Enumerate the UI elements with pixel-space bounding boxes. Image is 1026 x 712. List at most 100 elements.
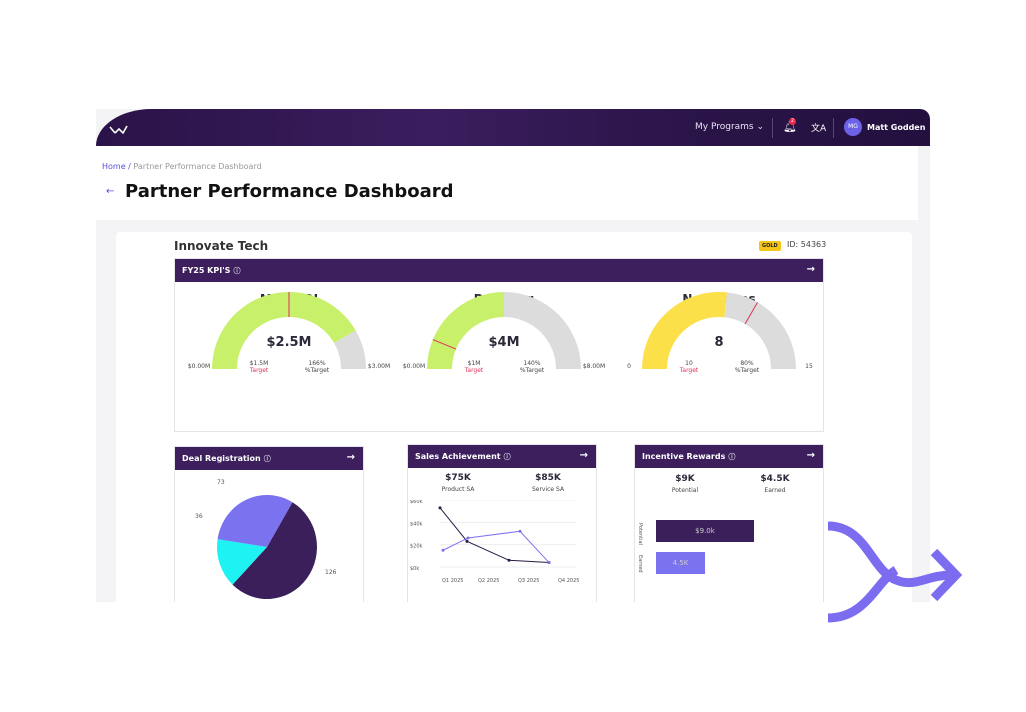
pie-label: 36 (195, 513, 203, 520)
gauge-remaining (504, 292, 581, 369)
info-icon[interactable]: ⓘ (728, 453, 736, 461)
gauge-pct: 140% (523, 360, 541, 367)
gauge-pct: 166% (308, 360, 326, 367)
partner-id: ID: 54363 (787, 240, 827, 249)
gauge-arc (427, 292, 581, 369)
deal-registration-title: Deal Registration (182, 454, 261, 463)
pie-slice[interactable] (217, 539, 267, 585)
avatar[interactable]: MG (844, 118, 862, 136)
deal-registration-pie: 126 36 73 (195, 479, 337, 599)
reward-bar[interactable]: 4.5K (656, 552, 705, 574)
bar-category-label: Earned (637, 555, 643, 573)
gauge-target: $1M (467, 360, 481, 367)
logo-icon[interactable] (108, 123, 128, 137)
deal-registration-panel: Deal Registration ⓘ → 126 36 73 (174, 446, 364, 602)
gauge-min: 0 (627, 363, 631, 370)
divider (833, 118, 834, 138)
x-tick-label: Q2 2025 (478, 578, 499, 584)
arrow-right-icon[interactable]: → (579, 450, 588, 461)
data-point[interactable] (441, 548, 445, 552)
gauge-value: 8 (714, 335, 724, 350)
gauge-target: $1.5M (249, 360, 269, 367)
y-tick-label: $0k (410, 566, 419, 572)
gauge-target-label: Target (249, 367, 269, 374)
product-sa-value: $75K (445, 473, 471, 483)
service-sa-label: Service SA (531, 486, 565, 493)
chevron-down-icon: ⌄ (756, 122, 765, 132)
deal-registration-header: Deal Registration ⓘ → (175, 447, 363, 470)
gauge-target-marker (744, 302, 758, 325)
gauge-fill (642, 292, 728, 369)
data-point[interactable] (547, 561, 551, 565)
potential-label: Potential (671, 487, 699, 494)
gauge-pct-label: %Target (734, 367, 760, 374)
gauge-target-marker (432, 339, 457, 350)
sales-line-chart: $0k $20k $40k $60k Q1 2025 Q2 2025 Q3 2025 Q4 2… (410, 500, 579, 584)
sales-achievement-title: Sales Achievement (415, 452, 501, 461)
pie-label: 73 (217, 479, 225, 486)
bar-category-label: Potential (637, 523, 643, 545)
x-tick-label: Q3 2025 (518, 578, 539, 584)
info-icon[interactable]: ⓘ (503, 453, 511, 461)
my-programs-menu[interactable]: My Programs ⌄ (695, 122, 764, 132)
breadcrumb-current: Partner Performance Dashboard (133, 162, 262, 171)
potential-value: $9K (675, 474, 695, 484)
info-icon[interactable]: ⓘ (233, 267, 241, 275)
gauge-max: $3.00M (367, 363, 391, 370)
gauge-target: 10 (685, 360, 693, 367)
gauge-arc (212, 292, 366, 369)
user-name[interactable]: Matt Godden (867, 123, 926, 132)
gauge-target-label: Target (464, 367, 484, 374)
gauge-min: $0.00M (402, 363, 426, 370)
data-point[interactable] (466, 536, 470, 540)
earned-value: $4.5K (760, 474, 790, 484)
arrow-right-icon[interactable]: → (346, 452, 355, 463)
kpi-title: FY25 KPI'S (182, 266, 231, 275)
reward-bar[interactable]: $9.0k (656, 520, 754, 542)
partner-name: Innovate Tech (174, 239, 269, 253)
data-point[interactable] (507, 558, 511, 562)
incentive-rewards-title: Incentive Rewards (642, 452, 726, 461)
pie-label: 126 (325, 569, 337, 576)
kpi-panel: FY25 KPI'Sⓘ→ MDF ROI $2.5M $0.00M $3.00M… (174, 258, 824, 432)
my-programs-label: My Programs (695, 122, 754, 132)
gauge-target-label: Target (679, 367, 699, 374)
gauge-pct-label: %Target (519, 367, 545, 374)
data-point[interactable] (438, 506, 442, 510)
sales-achievement-header: Sales Achievement ⓘ → (408, 445, 596, 468)
gauge-value: $2.5M (266, 335, 312, 350)
arrow-right-icon[interactable]: → (806, 450, 815, 461)
breadcrumb: Home / Partner Performance Dashboard (102, 162, 262, 171)
gauge-arc (642, 292, 796, 369)
tier-badge: GOLD (759, 241, 781, 251)
arrow-right-icon[interactable]: → (806, 264, 815, 275)
breadcrumb-home[interactable]: Home (102, 162, 126, 171)
series-line (442, 530, 550, 563)
kpi-panel-header: FY25 KPI'S ⓘ → (175, 259, 823, 282)
top-navbar: My Programs ⌄ 🔔︎ 2 文A MG Matt Godden (96, 109, 930, 146)
gauge-remaining (334, 330, 366, 369)
y-tick-label: $60k (410, 500, 423, 505)
pie-slice[interactable] (232, 502, 317, 599)
product-sa-label: Product SA (441, 486, 475, 493)
back-arrow-icon[interactable]: ← (106, 186, 115, 197)
translate-icon[interactable]: 文A (811, 124, 827, 134)
earned-label: Earned (764, 487, 786, 494)
y-tick-label: $40k (410, 521, 423, 527)
gauge-remaining (724, 292, 796, 369)
page-header: Home / Partner Performance Dashboard ← P… (96, 146, 918, 220)
info-icon[interactable]: ⓘ (263, 455, 271, 463)
gauge-value: $4M (488, 335, 520, 350)
app-window: My Programs ⌄ 🔔︎ 2 文A MG Matt Godden Hom… (96, 109, 930, 602)
gauge-pct: 80% (740, 360, 754, 367)
data-point[interactable] (465, 539, 469, 543)
x-tick-label: Q4 2025 (558, 578, 579, 584)
series-line (439, 507, 550, 564)
data-point[interactable] (518, 529, 522, 533)
incentive-rewards-header: Incentive Rewards ⓘ → (635, 445, 823, 468)
service-sa-value: $85K (535, 473, 561, 483)
divider (772, 118, 773, 138)
incentive-rewards-panel: Incentive Rewards ⓘ → $9K Potential $4.5K … (634, 444, 824, 602)
pie-slice[interactable] (217, 495, 293, 547)
gauge-pct-label: %Target (304, 367, 330, 374)
